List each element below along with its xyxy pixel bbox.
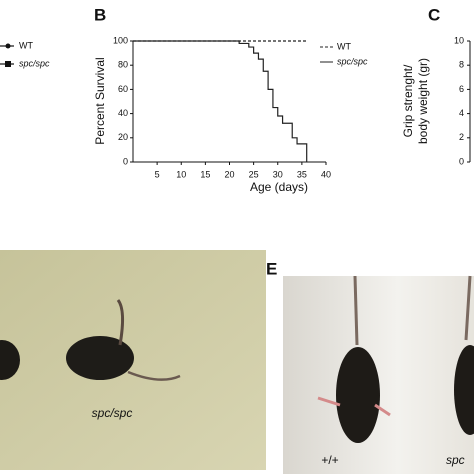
y-tick-label: 20: [118, 132, 128, 142]
survival-line: [133, 40, 308, 162]
paw: [317, 396, 391, 417]
tail: [116, 299, 125, 346]
panel-c-axis: 0 2 4 6 8 10: [454, 35, 470, 166]
y-axis-label-line: body weight (gr): [416, 58, 430, 144]
panel-label: E: [266, 259, 277, 278]
tail: [464, 275, 472, 341]
panel-label: C: [428, 5, 440, 24]
x-axis-label: Age (days): [250, 180, 308, 194]
photo-label: spc/spc: [92, 406, 133, 420]
survival-chart: 0 20 40 60 80 100 5 10 15 20 25 30 35 40 WT spc/spc: [113, 35, 368, 179]
x-tick-label: 20: [224, 169, 234, 179]
y-axis-label: Grip strenght/ body weight (gr): [401, 58, 430, 144]
x-tick-label: 30: [273, 169, 283, 179]
mouse: [454, 345, 474, 435]
x-tick-label: 10: [176, 169, 186, 179]
legend-label: spc/spc: [337, 56, 368, 66]
y-tick-label: 80: [118, 60, 128, 70]
y-tick-label: 60: [118, 84, 128, 94]
y-tick-label: 100: [113, 35, 128, 45]
legend-label: spc/spc: [19, 58, 50, 68]
legend-label: WT: [337, 41, 351, 51]
legend-marker: [5, 43, 11, 49]
y-tick-label: 0: [123, 156, 128, 166]
x-tick-label: 25: [249, 169, 259, 179]
y-tick-label: 0: [459, 156, 464, 166]
photo-e: [283, 276, 474, 474]
y-tick-label: 8: [459, 60, 464, 70]
mouse: [0, 340, 20, 380]
photo-label: spc: [446, 453, 465, 467]
y-tick-label: 40: [118, 108, 128, 118]
y-axis-label: Percent Survival: [93, 57, 107, 144]
mouse: [66, 336, 134, 380]
panel-label: B: [94, 5, 106, 24]
mouse: [336, 347, 380, 443]
y-tick-label: 6: [459, 84, 464, 94]
y-tick-label: 2: [459, 132, 464, 142]
x-tick-label: 5: [155, 169, 160, 179]
tail: [353, 275, 359, 346]
tail: [127, 370, 181, 381]
x-tick-label: 15: [200, 169, 210, 179]
y-tick-label: 10: [454, 35, 464, 45]
legend-marker: [5, 61, 11, 67]
x-tick-label: 40: [321, 169, 331, 179]
x-tick-label: 35: [297, 169, 307, 179]
photo-label: +/+: [321, 453, 338, 467]
y-tick-label: 4: [459, 108, 464, 118]
y-axis-label-line: Grip strenght/: [401, 64, 415, 137]
legend-label: WT: [19, 40, 33, 50]
